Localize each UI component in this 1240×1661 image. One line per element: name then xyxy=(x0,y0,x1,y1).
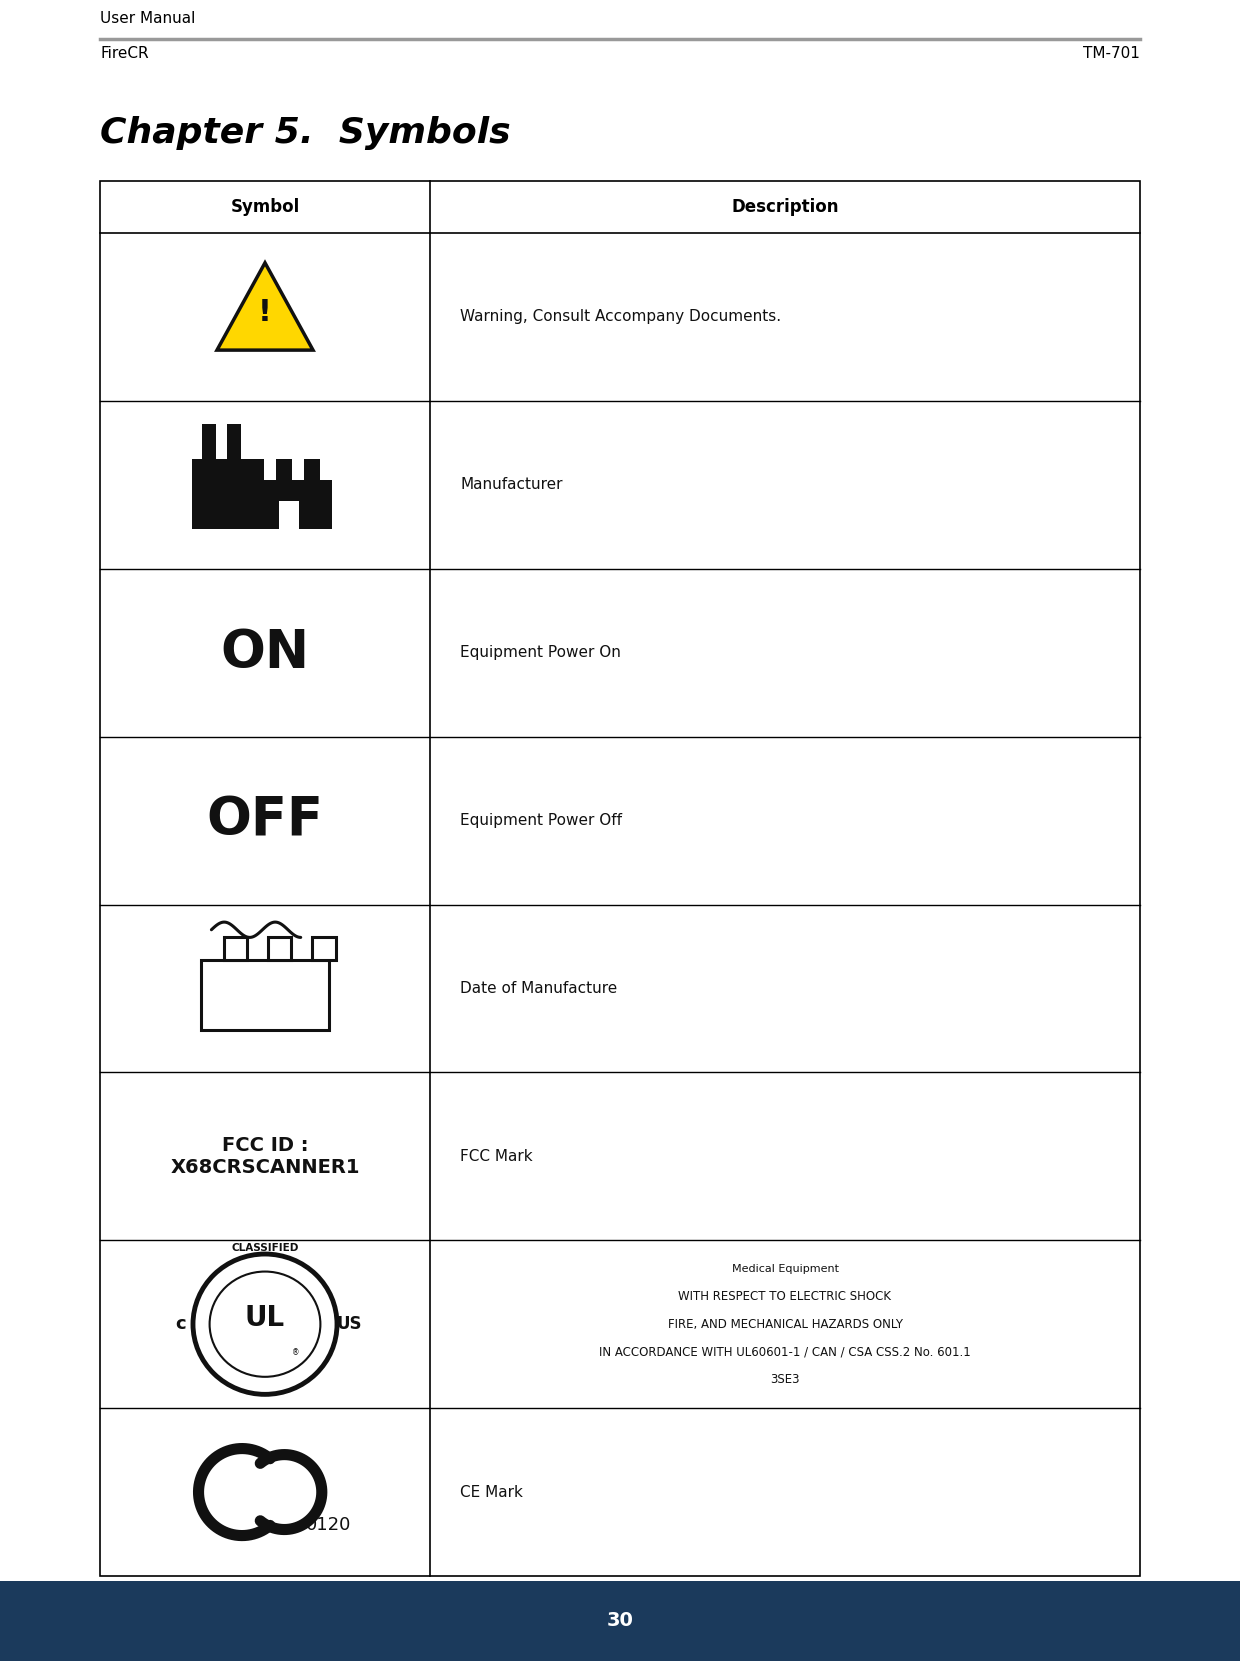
Bar xyxy=(320,457,332,480)
Text: TM-701: TM-701 xyxy=(1083,47,1140,61)
Text: Equipment Power On: Equipment Power On xyxy=(460,644,621,659)
Bar xyxy=(312,937,336,960)
Bar xyxy=(192,460,332,530)
Text: 30: 30 xyxy=(606,1611,634,1631)
Text: Equipment Power Off: Equipment Power Off xyxy=(460,814,622,829)
Text: User Manual: User Manual xyxy=(100,12,196,27)
Text: Manufacturer: Manufacturer xyxy=(460,477,563,492)
Bar xyxy=(224,937,247,960)
Bar xyxy=(264,457,277,480)
Text: OFF: OFF xyxy=(207,794,324,847)
Text: 3SE3: 3SE3 xyxy=(770,1374,800,1385)
Text: c: c xyxy=(176,1316,186,1334)
Text: Date of Manufacture: Date of Manufacture xyxy=(460,982,618,997)
Text: US: US xyxy=(336,1316,362,1334)
Text: CLASSIFIED: CLASSIFIED xyxy=(232,1242,299,1252)
Text: Warning, Consult Accompany Documents.: Warning, Consult Accompany Documents. xyxy=(460,309,781,324)
Text: UL: UL xyxy=(246,1304,285,1332)
Text: FIRE, AND MECHANICAL HAZARDS ONLY: FIRE, AND MECHANICAL HAZARDS ONLY xyxy=(667,1317,903,1330)
Text: CE Mark: CE Mark xyxy=(460,1485,523,1500)
Ellipse shape xyxy=(210,1272,320,1377)
Text: ON: ON xyxy=(221,626,310,679)
Bar xyxy=(268,937,291,960)
Bar xyxy=(291,457,304,480)
Ellipse shape xyxy=(193,1254,337,1394)
Text: WITH RESPECT TO ELECTRIC SHOCK: WITH RESPECT TO ELECTRIC SHOCK xyxy=(678,1291,892,1302)
Bar xyxy=(279,500,299,530)
Text: FCC ID :
X68CRSCANNER1: FCC ID : X68CRSCANNER1 xyxy=(170,1136,360,1176)
Bar xyxy=(0,1581,1240,1661)
Text: FCC Mark: FCC Mark xyxy=(460,1149,533,1164)
Text: FireCR: FireCR xyxy=(100,47,149,61)
Bar xyxy=(100,181,1140,1576)
Bar xyxy=(202,424,216,460)
Text: 0120: 0120 xyxy=(306,1516,351,1535)
Text: Chapter 5.  Symbols: Chapter 5. Symbols xyxy=(100,116,511,149)
Bar xyxy=(201,960,329,1030)
Text: Medical Equipment: Medical Equipment xyxy=(732,1264,838,1274)
Text: IN ACCORDANCE WITH UL60601-1 / CAN / CSA CSS.2 No. 601.1: IN ACCORDANCE WITH UL60601-1 / CAN / CSA… xyxy=(599,1345,971,1359)
Polygon shape xyxy=(217,262,312,350)
Text: Description: Description xyxy=(732,198,838,216)
Text: !: ! xyxy=(258,297,272,327)
Text: Symbol: Symbol xyxy=(231,198,300,216)
Text: ®: ® xyxy=(291,1349,299,1357)
Bar xyxy=(227,424,241,460)
